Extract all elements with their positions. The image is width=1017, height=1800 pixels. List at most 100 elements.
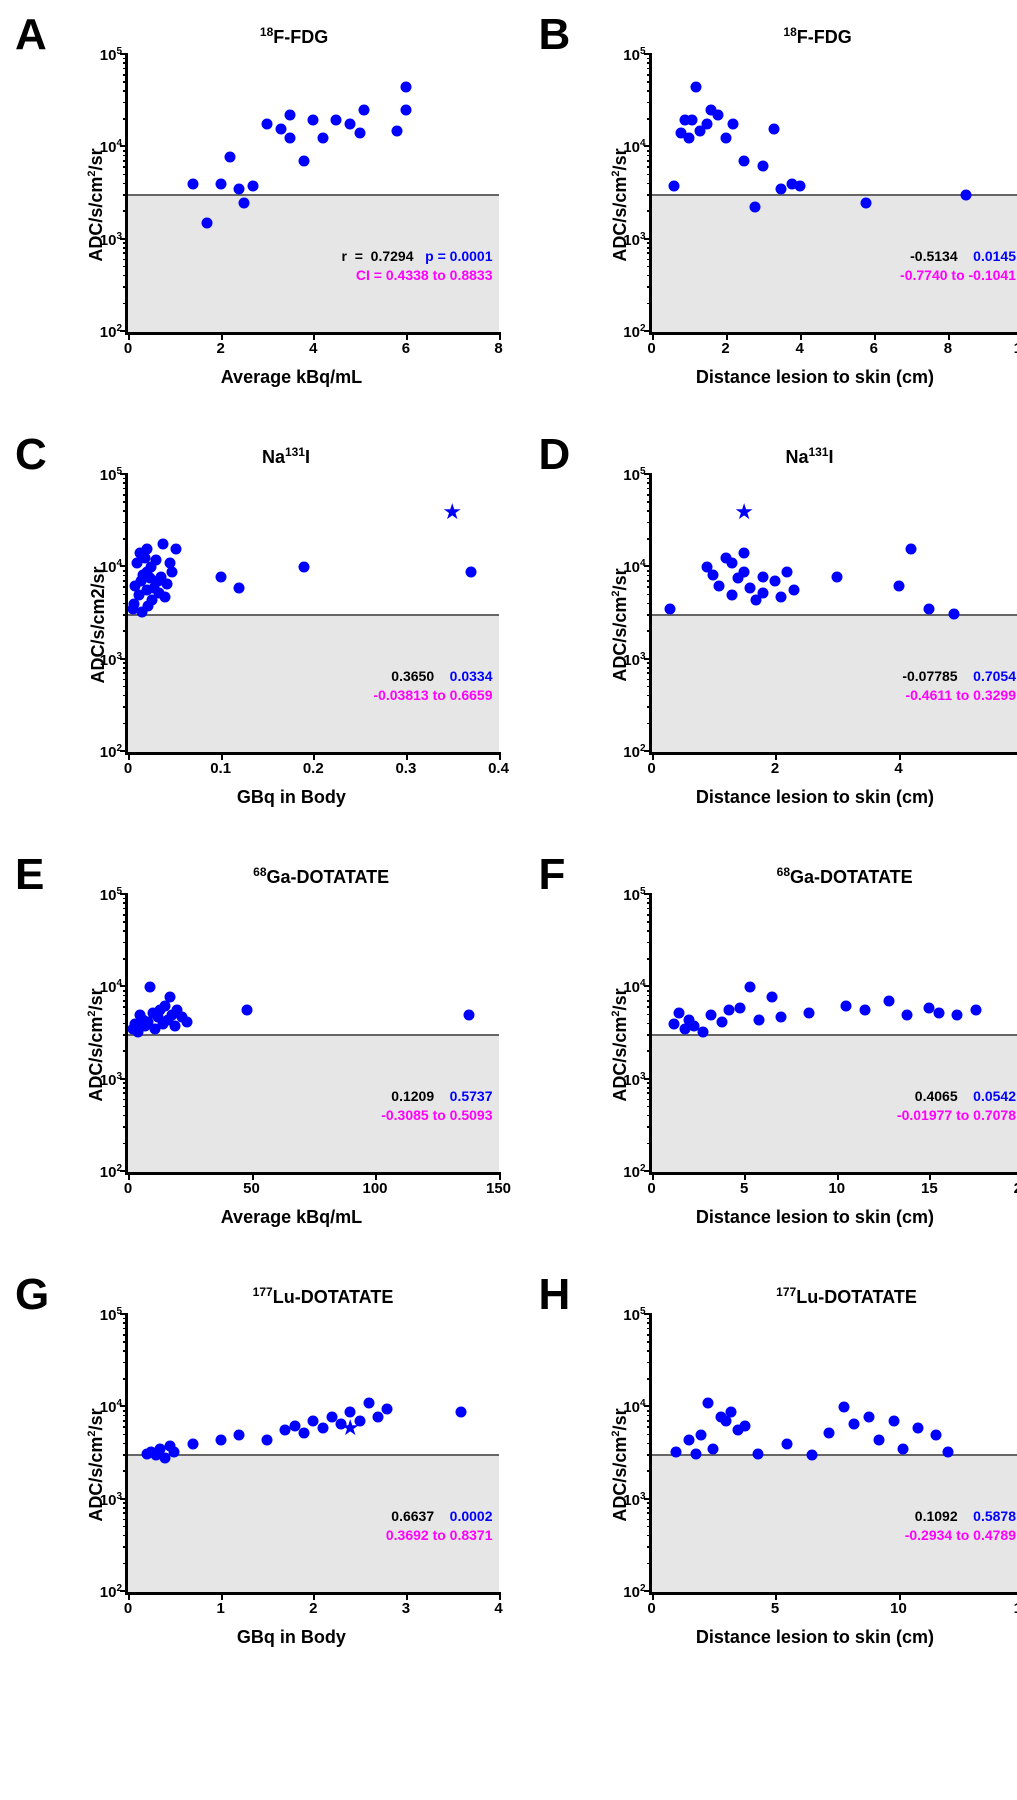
data-point [757, 571, 768, 582]
data-point [898, 1443, 909, 1454]
panel-C: CNa131IADC/s/cm2/srGBq in Body1021031041… [20, 440, 514, 810]
plot-title: 177Lu-DOTATATE [253, 1285, 394, 1308]
data-point [169, 1021, 180, 1032]
data-point [687, 114, 698, 125]
data-point [863, 1411, 874, 1422]
data-point [141, 543, 152, 554]
x-tick-label: 0 [647, 1172, 655, 1197]
y-tick-label: 103 [623, 1491, 651, 1509]
x-tick-label: 4 [796, 332, 804, 357]
x-tick-label: 8 [494, 332, 502, 357]
x-tick-label: 5 [740, 1172, 748, 1197]
stats-text: -0.5134 0.0145-0.7740 to -0.1041 [900, 247, 1016, 285]
data-point [285, 110, 296, 121]
data-point [683, 1434, 694, 1445]
y-tick-label: 104 [100, 558, 128, 576]
x-tick-label: 2 [721, 332, 729, 357]
data-point [298, 1428, 309, 1439]
y-tick-label: 105 [100, 886, 128, 904]
plot-area: 1021031041050501001500.1209 0.5737-0.308… [125, 895, 499, 1175]
plot-title: 18F-FDG [260, 25, 328, 48]
data-point [924, 603, 935, 614]
data-point [883, 996, 894, 1007]
x-tick-label: 0.4 [488, 752, 509, 777]
x-tick-label: 10 [1014, 332, 1017, 357]
data-point [298, 156, 309, 167]
panel-letter: F [539, 850, 566, 900]
data-point [766, 991, 777, 1002]
plot-area: 1021031041050510150.1092 0.5878-0.2934 t… [649, 1315, 1017, 1595]
x-axis-label: Average kBq/mL [221, 367, 362, 388]
data-point [187, 1439, 198, 1450]
x-tick-label: 8 [944, 332, 952, 357]
plot-title: Na131I [262, 445, 310, 468]
data-point [671, 1446, 682, 1457]
x-axis-label: GBq in Body [237, 787, 346, 808]
data-point [695, 1430, 706, 1441]
data-point [668, 1019, 679, 1030]
data-point [740, 1420, 751, 1431]
stats-text: -0.07785 0.7054-0.4611 to 0.3299 [902, 667, 1016, 705]
data-point [930, 1430, 941, 1441]
data-point [776, 183, 787, 194]
x-tick-label: 150 [486, 1172, 511, 1197]
x-tick-label: 20 [1014, 1172, 1017, 1197]
data-point [839, 1402, 850, 1413]
y-tick-label: 104 [623, 138, 651, 156]
data-point [215, 571, 226, 582]
data-point [703, 1397, 714, 1408]
data-point [873, 1434, 884, 1445]
stats-text: 0.1092 0.5878-0.2934 to 0.4789 [905, 1507, 1016, 1545]
data-point [888, 1416, 899, 1427]
data-point [400, 105, 411, 116]
y-tick-label: 105 [100, 466, 128, 484]
x-tick-label: 6 [402, 332, 410, 357]
y-tick-label: 104 [100, 1398, 128, 1416]
data-point [942, 1446, 953, 1457]
y-tick-label: 105 [623, 886, 651, 904]
y-tick-label: 103 [623, 651, 651, 669]
data-point [702, 119, 713, 130]
data-point [757, 588, 768, 599]
data-point [726, 590, 737, 601]
data-point [757, 160, 768, 171]
y-tick-label: 105 [623, 1306, 651, 1324]
x-tick-label: 2 [309, 1592, 317, 1617]
data-point [164, 991, 175, 1002]
data-point [698, 1026, 709, 1037]
data-point [902, 1010, 913, 1021]
data-point [745, 582, 756, 593]
y-tick-label: 103 [100, 1491, 128, 1509]
data-point [913, 1422, 924, 1433]
y-tick-label: 103 [100, 231, 128, 249]
data-point [803, 1008, 814, 1019]
data-point [354, 128, 365, 139]
data-point [683, 133, 694, 144]
data-point [215, 1434, 226, 1445]
data-point [400, 82, 411, 93]
y-tick-label: 104 [100, 138, 128, 156]
data-point [714, 580, 725, 591]
x-tick-label: 15 [1014, 1592, 1017, 1617]
data-point [234, 183, 245, 194]
data-point [893, 580, 904, 591]
panel-letter: C [15, 430, 47, 480]
data-point [807, 1450, 818, 1461]
x-tick-label: 0 [124, 1172, 132, 1197]
data-point [169, 1446, 180, 1457]
data-point [782, 566, 793, 577]
data-point [261, 119, 272, 130]
data-point [391, 125, 402, 136]
data-point [753, 1014, 764, 1025]
x-tick-label: 100 [362, 1172, 387, 1197]
data-point [776, 591, 787, 602]
data-point [463, 1010, 474, 1021]
x-tick-label: 3 [402, 1592, 410, 1617]
x-tick-label: 10 [890, 1592, 907, 1617]
x-axis-label: Average kBq/mL [221, 1207, 362, 1228]
data-point [241, 1005, 252, 1016]
panel-F: F68Ga-DOTATATEADC/s/cm2/srDistance lesio… [544, 860, 1017, 1230]
data-point [363, 1397, 374, 1408]
data-point [725, 1406, 736, 1417]
y-tick-label: 105 [623, 466, 651, 484]
